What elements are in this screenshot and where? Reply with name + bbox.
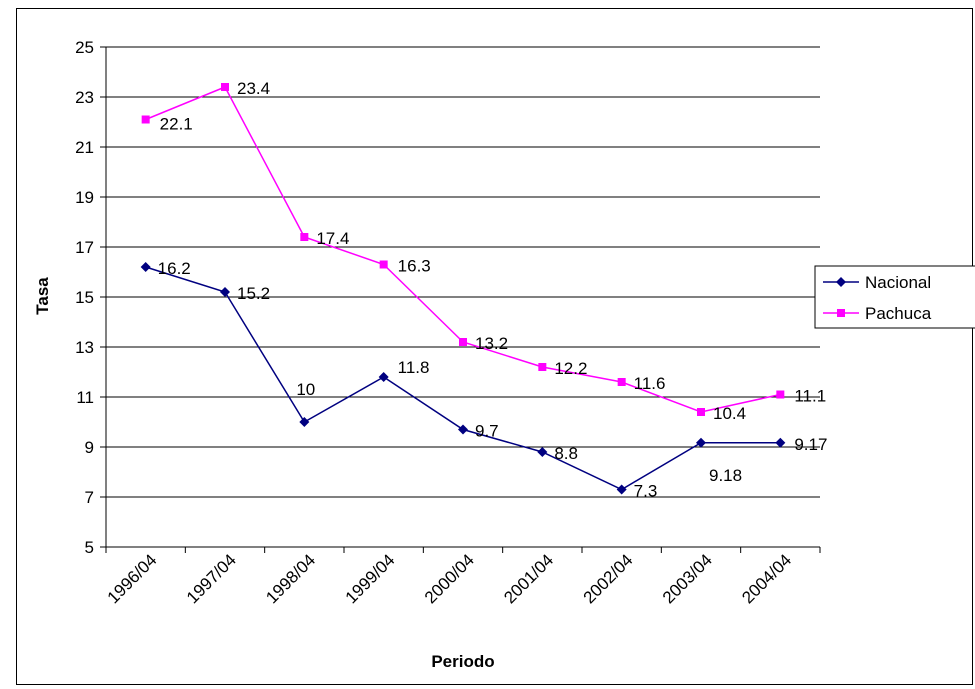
y-tick-label: 17 (75, 238, 94, 257)
data-point (537, 447, 548, 457)
data-label: 9.7 (475, 422, 499, 441)
data-point (458, 424, 468, 435)
x-tick-label: 1999/04 (342, 550, 399, 607)
y-tick-label: 19 (75, 188, 94, 207)
x-tick-label: 2004/04 (738, 550, 795, 607)
x-tick-label: 1997/04 (183, 550, 240, 607)
data-point (538, 363, 547, 371)
y-tick-label: 11 (76, 388, 94, 407)
data-label: 10.4 (713, 404, 746, 423)
data-point (221, 83, 229, 91)
data-label: 13.2 (475, 334, 508, 353)
data-point (141, 115, 150, 124)
y-tick-label: 25 (75, 38, 94, 57)
data-label: 11.8 (398, 358, 430, 377)
data-label: 7.3 (634, 482, 658, 501)
y-tick-label: 7 (85, 488, 94, 507)
data-label: 17.4 (316, 229, 349, 248)
data-point (616, 484, 627, 495)
data-label: 8.8 (554, 444, 578, 463)
y-axis-ticks: 5 7 9 11 13 15 17 19 21 23 25 (75, 38, 106, 557)
y-tick-label: 13 (75, 338, 94, 357)
data-label: 22.1 (160, 115, 193, 134)
data-label: 9.18 (709, 466, 742, 485)
legend-nacional-label: Nacional (865, 273, 931, 292)
y-axis-title: Tasa (33, 277, 52, 315)
data-point (696, 437, 706, 448)
y-tick-label: 9 (85, 438, 94, 457)
data-label: 16.2 (158, 259, 191, 278)
x-tick-label: 2001/04 (500, 550, 557, 607)
y-tick-label: 21 (75, 138, 94, 157)
y-tick-label: 15 (75, 288, 94, 307)
data-label: 23.4 (237, 79, 270, 98)
data-label: 11.1 (794, 387, 826, 406)
data-point (617, 378, 626, 386)
x-axis-title: Periodo (431, 652, 494, 671)
data-point (697, 408, 705, 416)
data-label: 10 (296, 380, 315, 399)
data-point (775, 437, 786, 448)
data-point (220, 287, 230, 297)
data-labels: 16.2 15.2 10 11.8 9.7 8.8 7.3 9.18 9.17 22.1 23.4 1… (158, 79, 828, 501)
x-tick-label: 2000/04 (421, 550, 478, 607)
data-label: 9.17 (794, 435, 827, 454)
data-point (776, 390, 785, 399)
x-tick-label: 2003/04 (659, 550, 716, 607)
data-point (299, 417, 310, 427)
legend-pachuca-marker (837, 309, 845, 317)
data-point (379, 260, 388, 269)
legend-box (814, 265, 975, 329)
data-label: 16.3 (398, 257, 431, 276)
x-tick-label: 1998/04 (262, 550, 319, 607)
data-label: 15.2 (237, 284, 270, 303)
y-tick-label: 5 (85, 538, 94, 557)
x-tick-label: 2002/04 (580, 550, 637, 607)
gridlines (106, 46, 820, 498)
x-tick-label: 1996/04 (104, 550, 161, 607)
legend: Nacional Pachuca (814, 265, 975, 329)
data-point (140, 262, 151, 272)
series-line-pachuca (145, 86, 781, 413)
data-label: 12.2 (554, 359, 587, 378)
data-point (459, 338, 467, 346)
series-layer (140, 83, 786, 495)
y-tick-label: 23 (75, 88, 94, 107)
data-point (378, 372, 389, 382)
data-label: 11.6 (634, 374, 666, 393)
x-axis-ticks: 1996/04 1997/04 1998/04 1999/04 2000/04 2001/… (104, 547, 821, 607)
legend-pachuca-label: Pachuca (865, 304, 932, 323)
legend-nacional-marker (836, 277, 846, 287)
data-point (300, 233, 309, 241)
